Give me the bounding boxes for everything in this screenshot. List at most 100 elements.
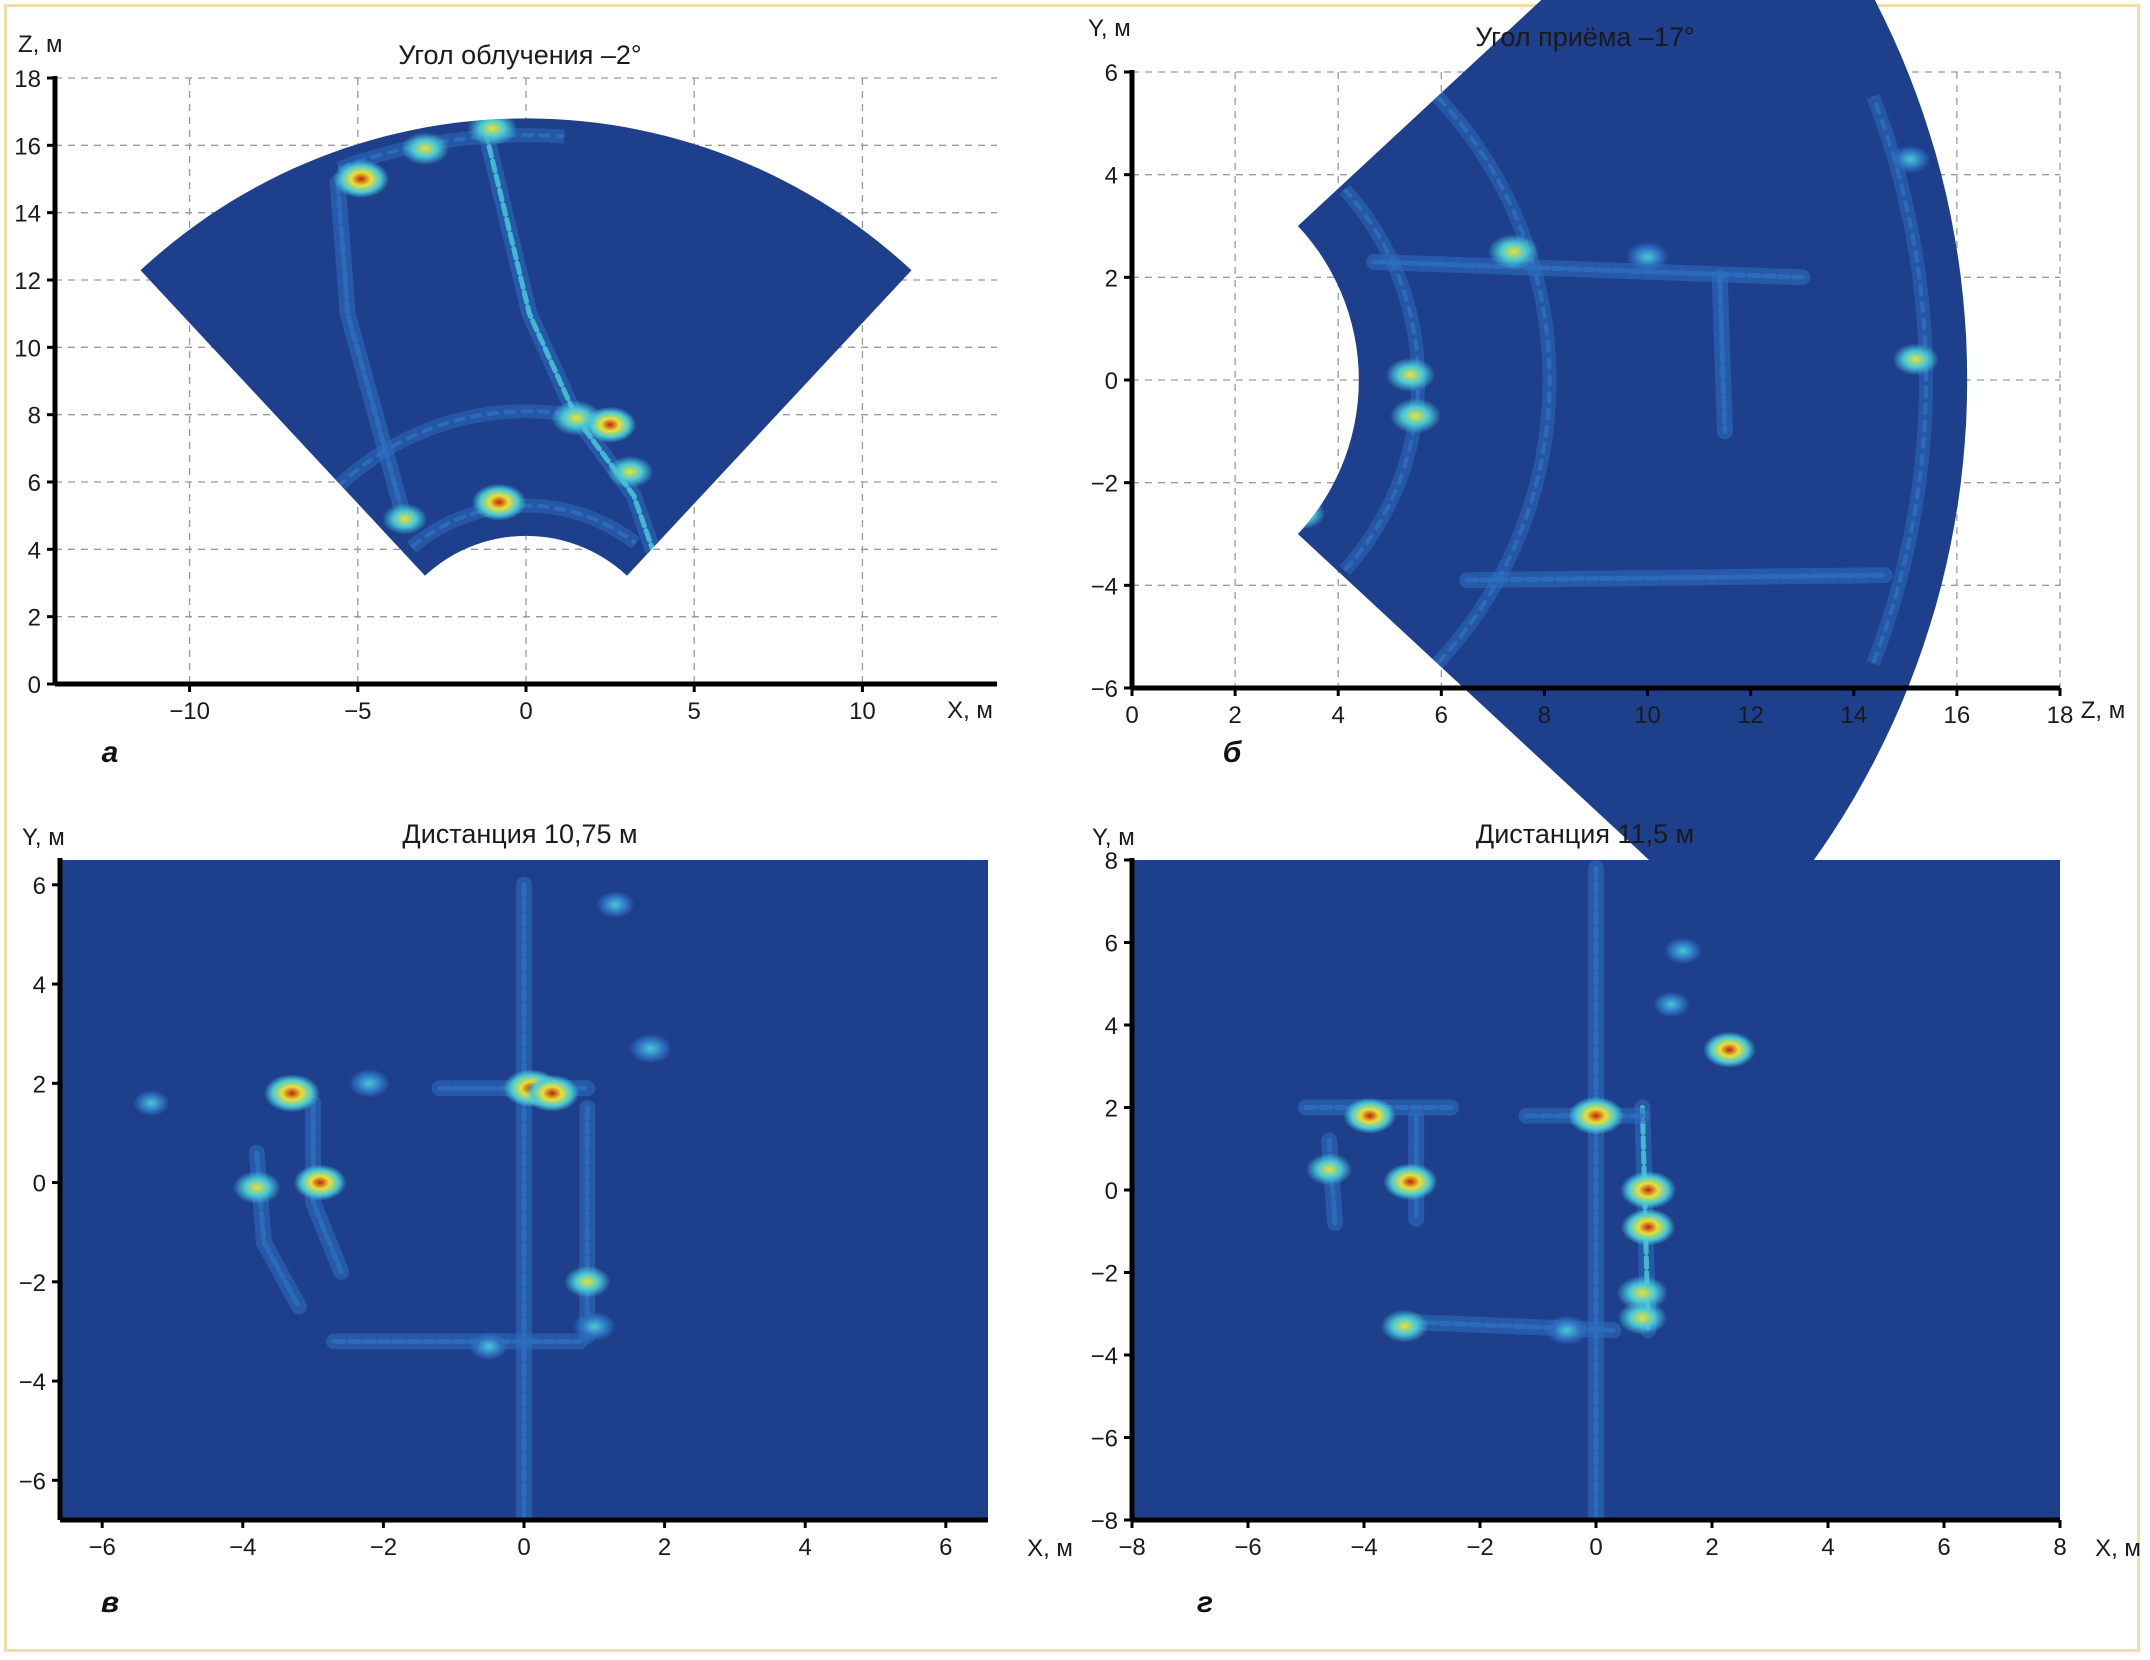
y-tick-label: −4 <box>19 1369 46 1396</box>
y-tick-label: 2 <box>1105 1096 1118 1123</box>
x-tick-label: −6 <box>1234 1534 1261 1561</box>
heatmap-spot <box>348 1068 391 1098</box>
y-tick-label: 8 <box>28 403 41 430</box>
y-tick-label: 6 <box>1105 931 1118 958</box>
x-tick-label: −4 <box>1350 1534 1377 1561</box>
y-tick-label: −6 <box>1091 676 1118 703</box>
y-tick-label: 0 <box>1105 368 1118 395</box>
heatmap-spot <box>471 483 527 521</box>
y-tick-label: 0 <box>1105 1178 1118 1205</box>
heatmap-spot <box>382 503 428 535</box>
figure-frame <box>4 4 2140 1652</box>
heatmap-spot <box>333 160 390 198</box>
heatmap-spot <box>1620 1171 1677 1209</box>
heatmap-spot <box>572 1311 616 1342</box>
heatmap-spot <box>1380 1309 1429 1343</box>
x-tick-label: 0 <box>519 698 532 725</box>
heatmap-streak <box>1371 259 1805 280</box>
x-tick-label: 2 <box>1228 702 1241 729</box>
heatmap-spot <box>1487 234 1540 270</box>
x-tick-label: 10 <box>1634 702 1661 729</box>
y-tick-label: 14 <box>14 201 41 228</box>
x-tick-label: 18 <box>2047 702 2074 729</box>
heatmap-streak <box>1464 572 1888 583</box>
heatmap-features <box>132 876 673 1520</box>
x-tick-label: −10 <box>169 698 210 725</box>
y-tick-label: −4 <box>1091 573 1118 600</box>
x-tick-label: −2 <box>1466 1534 1493 1561</box>
x-tick-label: 8 <box>1538 702 1551 729</box>
y-tick-label: 4 <box>1105 163 1118 190</box>
x-tick-label: −6 <box>88 1534 115 1561</box>
heatmap-spot <box>1625 241 1670 272</box>
chart-g: −8 −6 −4 −2 0 2 4 6 8 −8 −6 −4 −2 0 2 4 6 8 Дистанция 11,5… <box>1091 819 2141 1619</box>
y-tick-label: 18 <box>14 66 41 93</box>
heatmap-arc <box>337 133 565 171</box>
x-tick-label: 0 <box>517 1534 530 1561</box>
heatmap-spot <box>524 1074 580 1112</box>
chart-v: −6 −4 −2 0 2 4 6 −6 −4 −2 0 2 4 6 Дистанция 10,75 м Y, … <box>19 819 1073 1619</box>
x-axis-label: X, м <box>947 697 993 724</box>
x-tick-label: 10 <box>849 698 876 725</box>
heatmap-spot <box>583 406 637 443</box>
x-tick-label: 14 <box>1840 702 1867 729</box>
x-tick-label: −8 <box>1118 1534 1145 1561</box>
y-tick-label: −2 <box>1091 471 1118 498</box>
chart-b: 0 2 4 6 8 10 12 14 16 18 −6 −4 −2 0 2 4 6 Угол приёма –17… <box>1088 0 2125 948</box>
y-tick-label: −8 <box>1091 1508 1118 1535</box>
heatmap-spot <box>132 1090 170 1117</box>
y-tick-label: 16 <box>14 133 41 160</box>
x-tick-label: 8 <box>2053 1534 2066 1561</box>
x-tick-label: 0 <box>1589 1534 1602 1561</box>
heatmap-spot <box>596 891 635 919</box>
x-axis-label: X, м <box>2095 1535 2141 1562</box>
x-tick-label: −2 <box>370 1534 397 1561</box>
y-tick-label: 10 <box>14 335 41 362</box>
x-tick-label: 5 <box>688 698 701 725</box>
x-axis-label: X, м <box>1027 1535 1073 1562</box>
y-tick-label: −2 <box>19 1270 46 1297</box>
x-tick-label: −4 <box>229 1534 256 1561</box>
x-tick-label: 4 <box>1332 702 1345 729</box>
panel-label: б <box>1223 736 1243 769</box>
chart-title: Дистанция 11,5 м <box>1476 819 1694 849</box>
heatmap-spot <box>468 1332 509 1361</box>
y-tick-label: 0 <box>28 672 41 699</box>
chart-a: −10 −5 0 5 10 0 2 4 6 8 10 12 14 16 18 Угол облучения –… <box>14 31 997 769</box>
heatmap-spot <box>1663 937 1703 965</box>
y-axis-label: Y, м <box>22 824 65 851</box>
y-tick-label: 6 <box>28 470 41 497</box>
heatmap-spot <box>293 1164 347 1201</box>
y-tick-label: 0 <box>33 1171 46 1198</box>
chart-title: Угол облучения –2° <box>398 40 641 70</box>
heatmap-spot <box>1297 497 1326 530</box>
y-tick-label: 6 <box>1105 60 1118 87</box>
heatmap-spot <box>1385 357 1436 392</box>
x-tick-label: 4 <box>1821 1534 1834 1561</box>
heatmap-spot <box>401 132 450 166</box>
panel-label: а <box>102 736 119 769</box>
panel-label: в <box>101 1586 119 1619</box>
heatmap-spot <box>607 455 654 488</box>
heatmap-streak <box>310 1100 344 1275</box>
heatmap-spot <box>232 1171 281 1205</box>
x-tick-label: 12 <box>1737 702 1764 729</box>
heatmap-spot <box>1890 145 1931 174</box>
y-tick-label: 4 <box>28 537 41 564</box>
heatmap-spot <box>1892 343 1939 376</box>
y-axis-label: Y, м <box>1092 824 1135 851</box>
x-tick-label: 0 <box>1125 702 1138 729</box>
heatmap-spot <box>1389 398 1442 434</box>
heatmap-background <box>1297 0 1968 948</box>
x-tick-label: 16 <box>1944 702 1971 729</box>
y-tick-label: 4 <box>1105 1013 1118 1040</box>
heatmap-spot <box>1617 1300 1668 1335</box>
heatmap-spot <box>1545 1315 1589 1346</box>
y-tick-label: 12 <box>14 268 41 295</box>
heatmap-spot <box>628 1033 673 1064</box>
heatmap-spot <box>1306 1153 1353 1186</box>
heatmap-spot <box>1343 1097 1397 1134</box>
chart-title: Дистанция 10,75 м <box>402 819 637 849</box>
heatmap-background <box>140 118 912 576</box>
